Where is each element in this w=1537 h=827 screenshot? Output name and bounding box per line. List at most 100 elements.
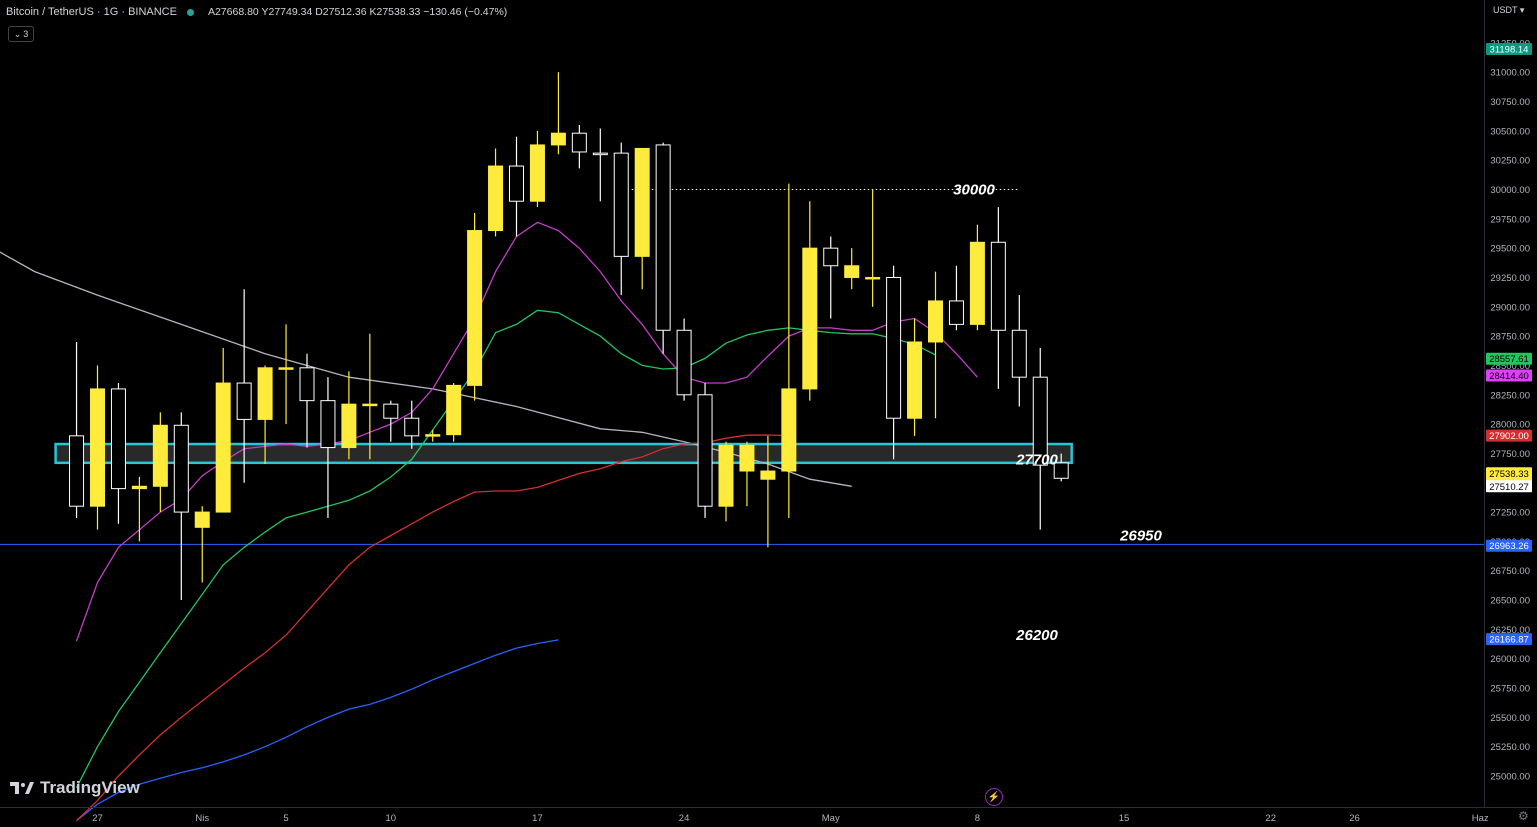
candle bbox=[592, 128, 608, 202]
x-tick-label: 22 bbox=[1265, 813, 1276, 824]
candle-body bbox=[718, 444, 734, 507]
y-tick-label: 29750.00 bbox=[1490, 214, 1530, 225]
price-tag bbox=[1486, 429, 1532, 442]
symbol-title[interactable]: Bitcoin / TetherUS · 1G · BINANCE bbox=[6, 6, 177, 18]
x-tick-label: 5 bbox=[283, 813, 288, 824]
x-tick-label: 8 bbox=[975, 813, 980, 824]
candle bbox=[865, 189, 881, 307]
ma-green-line bbox=[75, 309, 936, 788]
candle-body bbox=[1053, 462, 1069, 479]
ohlc-readout: A27668.80 Y27749.34 D27512.36 K27538.33 … bbox=[207, 6, 508, 18]
x-tick-label: 27 bbox=[92, 813, 103, 824]
price-axis[interactable] bbox=[1484, 0, 1537, 807]
y-tick-label: 30500.00 bbox=[1490, 126, 1530, 137]
candle bbox=[69, 341, 85, 518]
candle-body bbox=[236, 382, 252, 420]
candle-body bbox=[509, 165, 524, 202]
candle-body bbox=[425, 434, 441, 437]
candle-body bbox=[320, 400, 336, 449]
candle bbox=[383, 400, 399, 442]
price-tag bbox=[1486, 42, 1532, 55]
tradingview-logo[interactable]: TradingView bbox=[10, 778, 140, 798]
candle bbox=[739, 441, 755, 507]
candle bbox=[718, 441, 734, 522]
candle bbox=[571, 124, 587, 169]
candle bbox=[299, 353, 315, 448]
x-tick-label: 24 bbox=[679, 813, 690, 824]
ma-blue-line bbox=[76, 639, 559, 822]
candle bbox=[1032, 347, 1048, 530]
price-tag-label: 27902.00 bbox=[1489, 431, 1529, 442]
y-tick-label: 30750.00 bbox=[1490, 97, 1530, 108]
candle-body bbox=[865, 276, 881, 280]
y-tick-label: 30250.00 bbox=[1490, 156, 1530, 167]
candle bbox=[634, 147, 650, 290]
price-tag-label: 26963.26 bbox=[1489, 541, 1529, 552]
candle bbox=[948, 265, 964, 331]
chevron-down-icon: ⌄ bbox=[13, 28, 22, 39]
candle-body bbox=[467, 230, 483, 386]
candle-body bbox=[257, 367, 273, 420]
currency-selector[interactable]: USDT ▾ bbox=[1493, 5, 1524, 16]
price-tag-label: 27538.33 bbox=[1489, 469, 1529, 480]
currency-label: USDT bbox=[1493, 5, 1518, 15]
candle bbox=[928, 271, 943, 419]
candle-body bbox=[404, 417, 420, 437]
candle bbox=[320, 377, 336, 518]
lightning-icon[interactable]: ⚡ bbox=[985, 788, 1003, 806]
x-tick-label: Nis bbox=[195, 813, 209, 824]
price-tag bbox=[1486, 539, 1532, 552]
candle-body bbox=[215, 382, 231, 513]
candle bbox=[173, 412, 189, 601]
candle-body bbox=[446, 384, 462, 436]
candle-body bbox=[362, 403, 378, 407]
candle-body bbox=[550, 132, 566, 146]
candle-body bbox=[278, 367, 294, 370]
y-tick-label: 27250.00 bbox=[1490, 508, 1530, 519]
price-tag bbox=[1486, 369, 1532, 382]
candle bbox=[152, 412, 168, 513]
price-annotation: 27700 bbox=[1015, 451, 1058, 468]
candle-body bbox=[571, 132, 587, 153]
candle-body bbox=[844, 265, 860, 278]
price-tag-label: 28414.40 bbox=[1489, 371, 1529, 382]
y-tick-label: 26250.00 bbox=[1490, 625, 1530, 636]
y-tick-label: 28500.00 bbox=[1490, 361, 1530, 372]
candle bbox=[823, 236, 839, 319]
candle-body bbox=[341, 403, 357, 449]
price-tag bbox=[1486, 352, 1532, 365]
candle-body bbox=[152, 424, 168, 487]
candle bbox=[257, 365, 273, 464]
candle-body bbox=[907, 341, 923, 419]
y-tick-label: 27750.00 bbox=[1490, 449, 1530, 460]
candle bbox=[194, 506, 210, 583]
candle-body bbox=[781, 388, 797, 472]
candle-body bbox=[1032, 376, 1048, 466]
candle bbox=[131, 476, 147, 542]
indicators-collapse-button[interactable]: ⌄ 3 bbox=[8, 26, 34, 42]
x-tick-label: 17 bbox=[532, 813, 543, 824]
x-tick-label: May bbox=[822, 813, 840, 824]
time-axis[interactable] bbox=[0, 807, 1537, 827]
candle-body bbox=[90, 388, 105, 507]
y-tick-label: 25500.00 bbox=[1490, 713, 1530, 724]
candle-body bbox=[69, 435, 85, 507]
candle-body bbox=[613, 152, 629, 257]
gear-icon[interactable]: ⚙ bbox=[1518, 809, 1529, 823]
candle-body bbox=[697, 394, 713, 507]
candle-body bbox=[634, 147, 650, 257]
candle bbox=[844, 248, 860, 290]
candle bbox=[90, 365, 105, 530]
tradingview-logo-icon bbox=[10, 782, 34, 794]
ma-magenta-line bbox=[75, 221, 978, 642]
candle-body bbox=[529, 144, 545, 202]
x-tick-label: 10 bbox=[386, 813, 397, 824]
candle bbox=[1011, 295, 1027, 407]
candle-body bbox=[1011, 329, 1027, 378]
candle bbox=[425, 429, 441, 442]
y-tick-label: 26500.00 bbox=[1490, 596, 1530, 607]
ma-red-line bbox=[76, 434, 789, 822]
price-annotation: 30000 bbox=[953, 182, 995, 199]
y-tick-label: 29000.00 bbox=[1490, 302, 1530, 313]
